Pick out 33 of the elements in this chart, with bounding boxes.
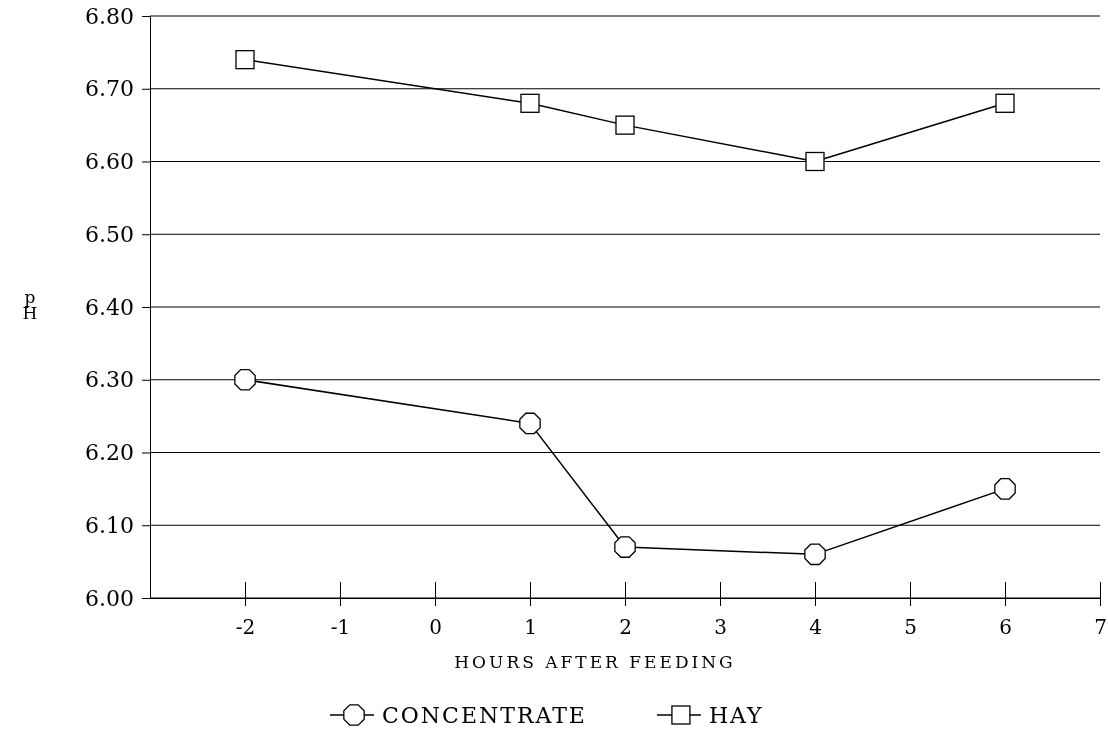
x-tick-label: 7 (1094, 615, 1107, 640)
y-axis-title: pH (22, 287, 38, 323)
y-tick-label: 6.40 (85, 294, 134, 320)
point (994, 478, 1016, 500)
y-tick-label: 6.50 (85, 221, 134, 247)
point (615, 115, 635, 135)
y-tick-label: 6.00 (85, 585, 134, 611)
x-tick-label: -1 (330, 615, 351, 640)
point (234, 368, 256, 391)
x-tick-label: 2 (619, 615, 632, 640)
x-tick-label: 1 (524, 615, 537, 640)
y-tick-label: 6.80 (85, 3, 134, 29)
y-tick-label: 6.30 (85, 367, 134, 393)
legend-label: HAY (708, 703, 764, 728)
y-tick-label: 6.60 (85, 149, 134, 175)
point (520, 93, 540, 113)
legend-label: CONCENTRATE (382, 703, 587, 728)
y-tick-label: 6.20 (85, 440, 134, 466)
x-tick-label: 0 (429, 615, 442, 640)
y-tick-label: 6.10 (85, 512, 134, 538)
point (995, 93, 1015, 113)
point (804, 543, 826, 566)
x-tick-label: 4 (809, 615, 822, 640)
y-tick-label: 6.70 (85, 76, 134, 102)
point (235, 50, 255, 70)
x-tick-label: 6 (999, 615, 1012, 640)
point (614, 536, 636, 558)
x-tick-label: 3 (714, 615, 727, 640)
point (805, 151, 825, 172)
point (519, 412, 541, 435)
x-tick-label: -2 (235, 615, 256, 640)
x-tick-label: 5 (904, 615, 917, 640)
x-axis-title: HOURS AFTER FEEDING (454, 652, 736, 672)
